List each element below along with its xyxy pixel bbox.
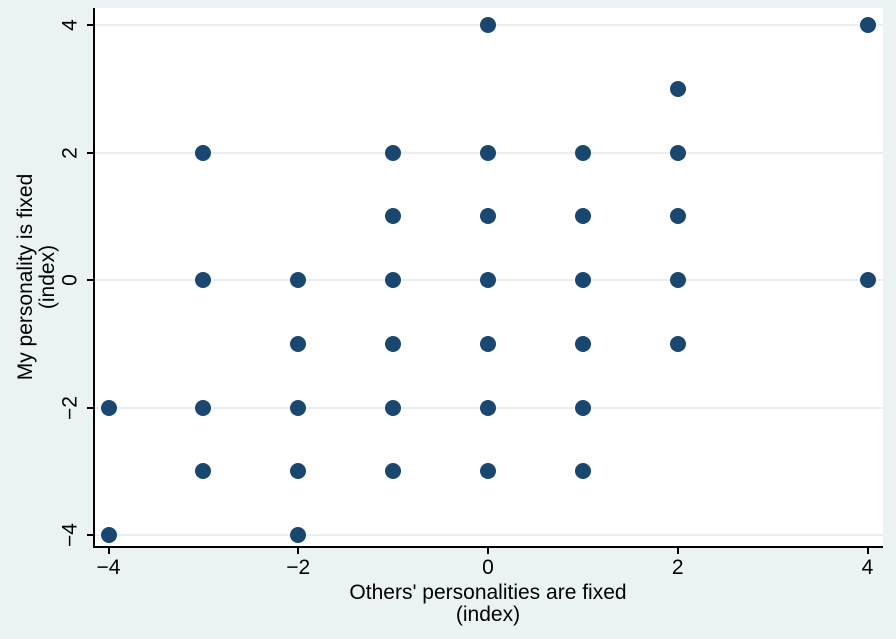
data-point <box>385 208 402 225</box>
y-axis-title: My personality is fixed (index) <box>14 173 59 381</box>
y-tick-mark <box>86 151 93 154</box>
horizontal-gridline <box>94 534 883 536</box>
data-point <box>290 527 307 543</box>
y-axis-title-line-2: (index) <box>36 244 59 310</box>
x-tick-label: −2 <box>286 556 311 579</box>
data-point <box>480 144 496 161</box>
data-point <box>385 144 402 161</box>
x-tick-label: 2 <box>671 556 684 579</box>
x-axis-line <box>92 545 883 548</box>
data-point <box>100 399 117 416</box>
data-point <box>480 335 496 352</box>
data-point <box>574 272 591 288</box>
data-point <box>385 463 402 480</box>
data-point <box>669 208 686 225</box>
data-point <box>574 335 591 352</box>
x-tick-mark <box>107 547 110 554</box>
y-tick-label: −2 <box>58 395 82 420</box>
y-axis-line <box>92 8 95 548</box>
x-tick-label: 4 <box>861 556 874 579</box>
data-point <box>669 335 686 352</box>
data-point <box>480 17 496 33</box>
data-point <box>859 272 876 288</box>
data-point <box>100 527 117 543</box>
y-tick-label: 4 <box>58 19 82 31</box>
data-point <box>669 272 686 288</box>
data-point <box>480 208 496 225</box>
y-tick-mark <box>86 406 93 409</box>
data-point <box>195 144 212 161</box>
data-point <box>574 208 591 225</box>
data-point <box>480 399 496 416</box>
y-tick-label: 0 <box>58 274 82 286</box>
data-point <box>385 272 402 288</box>
y-tick-mark <box>86 279 93 281</box>
x-axis-title-line-1: Others' personalities are fixed <box>349 581 627 604</box>
data-point <box>290 399 307 416</box>
data-point <box>669 144 686 161</box>
x-tick-label: −4 <box>96 556 121 579</box>
data-point <box>574 144 591 161</box>
y-tick-label: −4 <box>58 523 82 547</box>
data-point <box>574 463 591 480</box>
y-tick-mark <box>86 24 93 26</box>
x-tick-mark <box>297 547 300 554</box>
data-point <box>480 272 496 288</box>
data-point <box>574 399 591 416</box>
data-point <box>385 399 402 416</box>
data-point <box>195 399 212 416</box>
x-tick-label: 0 <box>482 556 494 579</box>
data-point <box>290 463 307 480</box>
data-point <box>290 272 307 288</box>
x-axis-title-line-2: (index) <box>455 603 521 626</box>
x-tick-mark <box>676 547 679 554</box>
data-point <box>195 463 212 480</box>
y-tick-label: 2 <box>58 146 82 159</box>
x-tick-mark <box>866 547 869 554</box>
data-point <box>290 335 307 352</box>
data-point <box>195 272 212 288</box>
x-axis-title: Others' personalities are fixed (index) <box>349 582 626 626</box>
x-tick-mark <box>487 547 489 554</box>
data-point <box>859 17 876 33</box>
y-axis-title-line-1: My personality is fixed <box>14 173 37 381</box>
data-point <box>480 463 496 480</box>
y-tick-mark <box>86 534 93 536</box>
data-point <box>385 335 402 352</box>
data-point <box>669 80 686 97</box>
